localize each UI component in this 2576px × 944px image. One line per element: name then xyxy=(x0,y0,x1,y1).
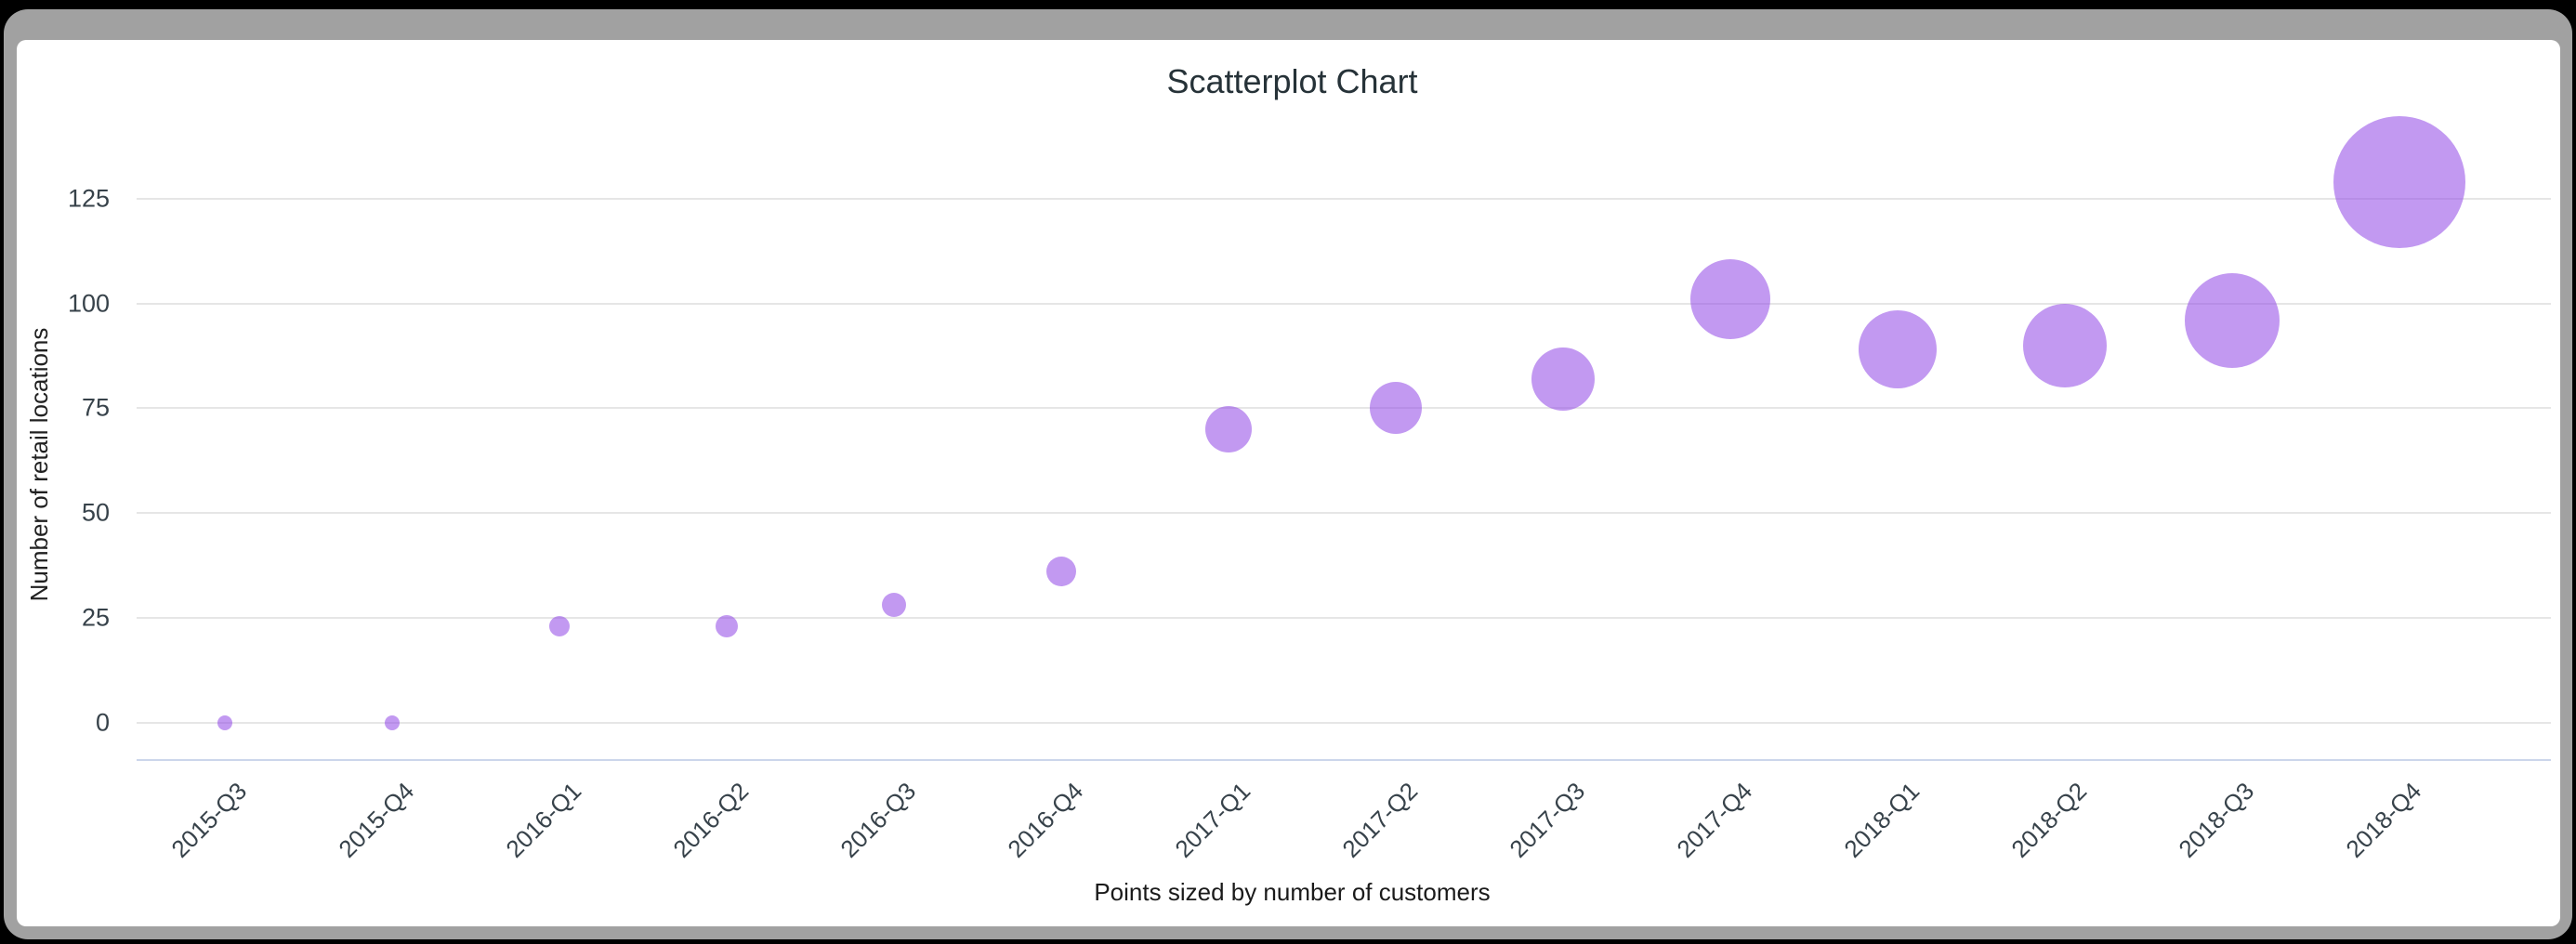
data-point-bubble[interactable] xyxy=(1858,310,1937,389)
data-point-bubble[interactable] xyxy=(1689,259,1770,340)
x-axis-line xyxy=(137,759,2551,761)
data-point-bubble[interactable] xyxy=(881,593,906,618)
chart-title: Scatterplot Chart xyxy=(1166,62,1418,100)
scatterplot-chart: Scatterplot Chart Number of retail locat… xyxy=(17,40,2560,926)
y-tick-label: 50 xyxy=(81,498,110,527)
data-point-bubble[interactable] xyxy=(1369,382,1422,435)
chart-panel: Scatterplot Chart Number of retail locat… xyxy=(17,40,2560,926)
y-axis-title: Number of retail locations xyxy=(25,327,53,602)
y-gridline xyxy=(137,198,2551,201)
chart-window: Scatterplot Chart Number of retail locat… xyxy=(4,9,2572,939)
data-point-bubble[interactable] xyxy=(2184,272,2280,368)
data-point-bubble[interactable] xyxy=(1045,557,1076,587)
data-point-bubble[interactable] xyxy=(1531,347,1595,411)
data-point-bubble[interactable] xyxy=(217,715,232,730)
y-tick-label: 75 xyxy=(81,393,110,422)
data-point-bubble[interactable] xyxy=(548,615,570,636)
data-point-bubble[interactable] xyxy=(2333,116,2465,249)
data-point-bubble[interactable] xyxy=(1204,406,1252,452)
data-point-bubble[interactable] xyxy=(384,715,400,730)
y-gridline xyxy=(137,407,2551,410)
y-tick-label: 125 xyxy=(67,184,110,213)
y-gridline xyxy=(137,512,2551,515)
y-tick-label: 0 xyxy=(95,708,110,736)
y-gridline xyxy=(137,302,2551,305)
y-gridline xyxy=(137,721,2551,724)
x-axis-title: Points sized by number of customers xyxy=(1094,878,1491,906)
data-point-bubble[interactable] xyxy=(715,614,738,637)
y-tick-label: 25 xyxy=(81,603,110,632)
y-tick-label: 100 xyxy=(67,289,110,318)
y-gridline xyxy=(137,616,2551,619)
data-point-bubble[interactable] xyxy=(2022,303,2107,387)
